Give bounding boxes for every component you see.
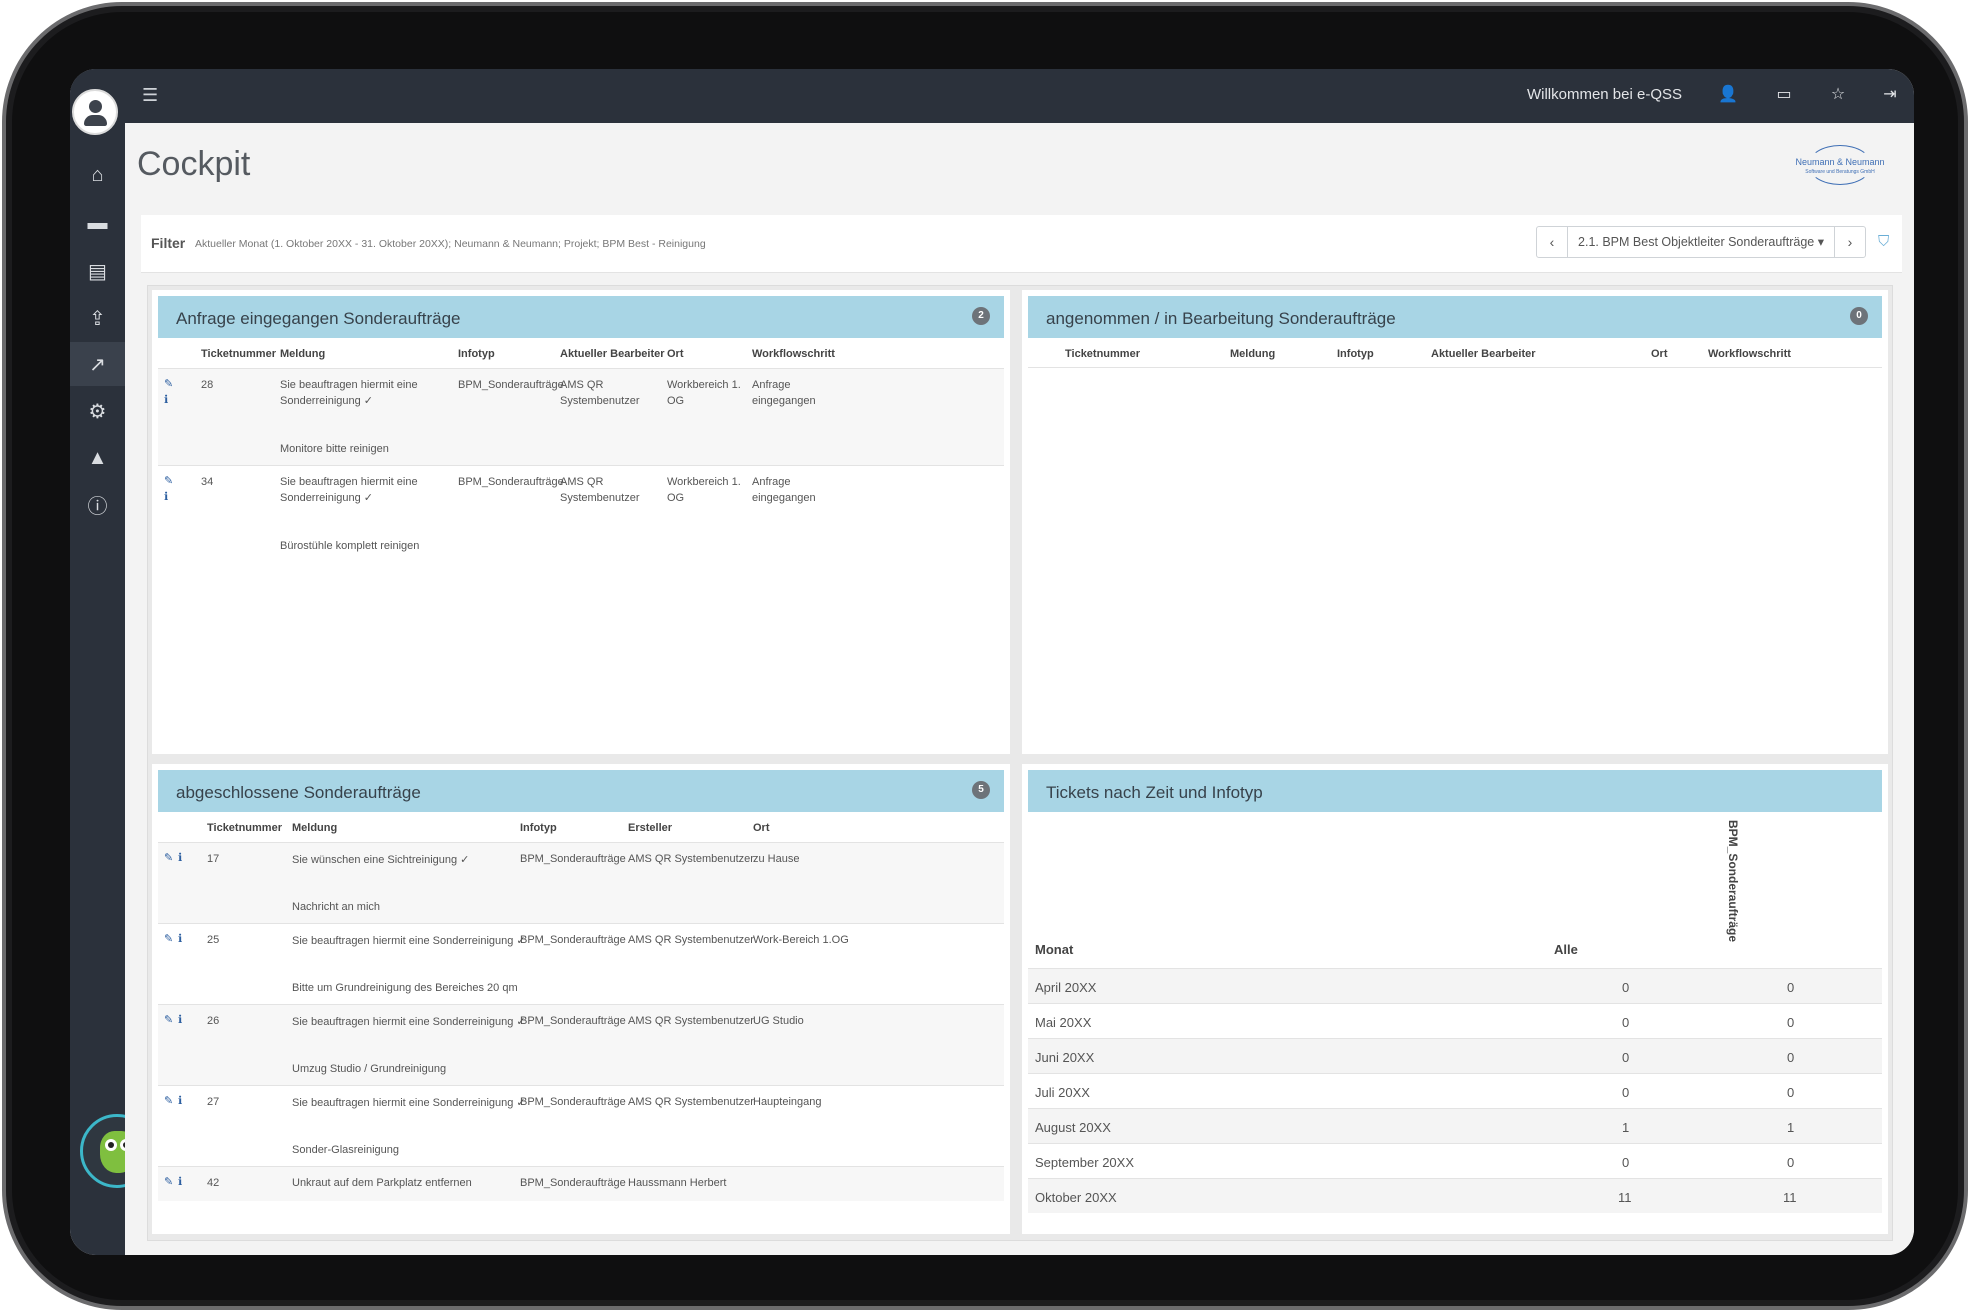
panel-title: Tickets nach Zeit und Infotyp [1046, 783, 1263, 802]
closed-table: Ticketnummer Meldung Infotyp Ersteller O… [158, 812, 1004, 1228]
filter-label: Filter [151, 235, 186, 251]
dashboard-grid: Anfrage eingegangen Sonderaufträge 2 Tic… [147, 285, 1893, 1241]
incoming-table: Ticketnummer Meldung Infotyp Aktueller B… [158, 338, 1004, 748]
hamburger-icon[interactable]: ☰ [142, 85, 159, 105]
info-icon[interactable]: ℹ [178, 1176, 183, 1188]
card-icon[interactable]: ▭ [1776, 86, 1792, 103]
panel-header: Anfrage eingegangen Sonderaufträge 2 [158, 296, 1004, 338]
table-row: Juli 20XX 0 0 [1028, 1073, 1882, 1108]
edit-icon[interactable]: ✎ [164, 1014, 174, 1026]
table-row[interactable]: ✎ ℹ 17 Sie wünschen eine Sichtreinigung … [158, 842, 1004, 923]
panel-title: angenommen / in Bearbeitung Sonderaufträ… [1046, 309, 1396, 328]
logout-icon[interactable]: ⇥ [1883, 86, 1897, 103]
view-selector: ‹ 2.1. BPM Best Objektleiter Sonderauftr… [1536, 226, 1866, 258]
panel-closed: abgeschlossene Sonderaufträge 5 Ticketnu… [152, 764, 1010, 1234]
edit-icon[interactable]: ✎ [164, 933, 174, 945]
table-row: August 20XX 1 1 [1028, 1108, 1882, 1143]
folder-open-icon[interactable]: ▬ [87, 211, 108, 234]
count-badge: 0 [1850, 307, 1868, 325]
page-title: Cockpit [137, 145, 251, 183]
column-header-bpm: BPM_Sonderaufträge [1726, 820, 1740, 943]
edit-icon[interactable]: ✎ [164, 1176, 174, 1188]
count-badge: 5 [972, 781, 990, 799]
info-icon[interactable]: ℹ [178, 1014, 183, 1026]
main-content: Cockpit Neumann & Neumann Software und B… [125, 123, 1914, 1255]
column-header-month: Monat [1035, 942, 1074, 957]
info-icon[interactable]: ℹ [164, 491, 169, 503]
graduation-cap-icon[interactable]: ▲ [87, 446, 108, 469]
home-icon[interactable]: ⌂ [91, 163, 104, 186]
panel-header: Tickets nach Zeit und Infotyp [1028, 770, 1882, 812]
filter-summary: Aktueller Monat (1. Oktober 20XX - 31. O… [195, 238, 706, 250]
info-icon[interactable]: ℹ [178, 852, 183, 864]
table-row[interactable]: ✎ ℹ 25 Sie beauftragen hiermit eine Sond… [158, 923, 1004, 1004]
view-dropdown[interactable]: 2.1. BPM Best Objektleiter Sonderaufträg… [1567, 227, 1835, 257]
user-gear-icon[interactable]: 👤 [1718, 86, 1738, 103]
panel-incoming: Anfrage eingegangen Sonderaufträge 2 Tic… [152, 290, 1010, 754]
panel-accepted: angenommen / in Bearbeitung Sonderaufträ… [1022, 290, 1888, 754]
info-icon[interactable]: ℹ [178, 1095, 183, 1107]
column-header-all: Alle [1554, 942, 1578, 957]
table-row[interactable]: ✎ ℹ 27 Sie beauftragen hiermit eine Sond… [158, 1085, 1004, 1166]
edit-icon[interactable]: ✎ [164, 852, 174, 864]
panel-header: abgeschlossene Sonderaufträge 5 [158, 770, 1004, 812]
filter-bar: Filter Aktueller Monat (1. Oktober 20XX … [141, 215, 1902, 273]
chart-line-icon[interactable]: ↗ [70, 342, 125, 386]
table-row: April 20XX 0 0 [1028, 968, 1882, 1003]
table-row[interactable]: ✎ ℹ 42 Unkraut auf dem Parkplatz entfern… [158, 1166, 1004, 1201]
chevron-left-icon[interactable]: ‹ [1549, 234, 1555, 250]
edit-icon[interactable]: ✎ [164, 475, 174, 487]
panel-title: Anfrage eingegangen Sonderaufträge [176, 309, 461, 328]
upload-icon[interactable]: ⇪ [89, 307, 106, 330]
welcome-text: Willkommen bei e-QSS [1526, 86, 1682, 103]
panel-title: abgeschlossene Sonderaufträge [176, 783, 421, 802]
chevron-right-icon[interactable]: › [1847, 234, 1853, 250]
table-row[interactable]: ✎ ℹ 26 Sie beauftragen hiermit eine Sond… [158, 1004, 1004, 1085]
top-bar: ☰ Willkommen bei e-QSS 👤 ▭ ☆ ⇥ [70, 69, 1914, 123]
table-row: September 20XX 0 0 [1028, 1143, 1882, 1178]
timeline-table: Monat Alle BPM_Sonderaufträge April 20XX… [1028, 812, 1882, 1230]
avatar[interactable] [72, 89, 118, 135]
ticket-icon[interactable]: ▤ [88, 260, 107, 283]
table-row: Mai 20XX 0 0 [1028, 1003, 1882, 1038]
sidebar: ⌂ ▬ ▤ ⇪ ↗ ⚙ ▲ ⓘ [70, 69, 154, 1255]
info-icon[interactable]: ℹ [164, 394, 169, 406]
company-logo: Neumann & Neumann Software und Beratungs… [1790, 145, 1890, 189]
app-screen: ☰ Willkommen bei e-QSS 👤 ▭ ☆ ⇥ ⌂ ▬ ▤ ⇪ ↗… [70, 69, 1914, 1255]
users-gear-icon[interactable]: ⚙ [88, 400, 107, 423]
panel-header: angenommen / in Bearbeitung Sonderaufträ… [1028, 296, 1882, 338]
info-icon[interactable]: ⓘ [87, 495, 108, 518]
table-row[interactable]: ✎ ℹ 28 Sie beauftragen hiermit eine Sond… [158, 368, 1004, 465]
edit-icon[interactable]: ✎ [164, 1095, 174, 1107]
table-row: Oktober 20XX 11 11 [1028, 1178, 1882, 1213]
table-row[interactable]: ✎ ℹ 34 Sie beauftragen hiermit eine Sond… [158, 465, 1004, 562]
star-icon[interactable]: ☆ [1830, 86, 1846, 103]
filter-icon[interactable]: ⛉ [1878, 233, 1890, 250]
info-icon[interactable]: ℹ [178, 933, 183, 945]
count-badge: 2 [972, 307, 990, 325]
table-row: Juni 20XX 0 0 [1028, 1038, 1882, 1073]
edit-icon[interactable]: ✎ [164, 378, 174, 390]
panel-timeline: Tickets nach Zeit und Infotyp Monat Alle… [1022, 764, 1888, 1234]
accepted-table: Ticketnummer Meldung Infotyp Aktueller B… [1028, 338, 1882, 368]
